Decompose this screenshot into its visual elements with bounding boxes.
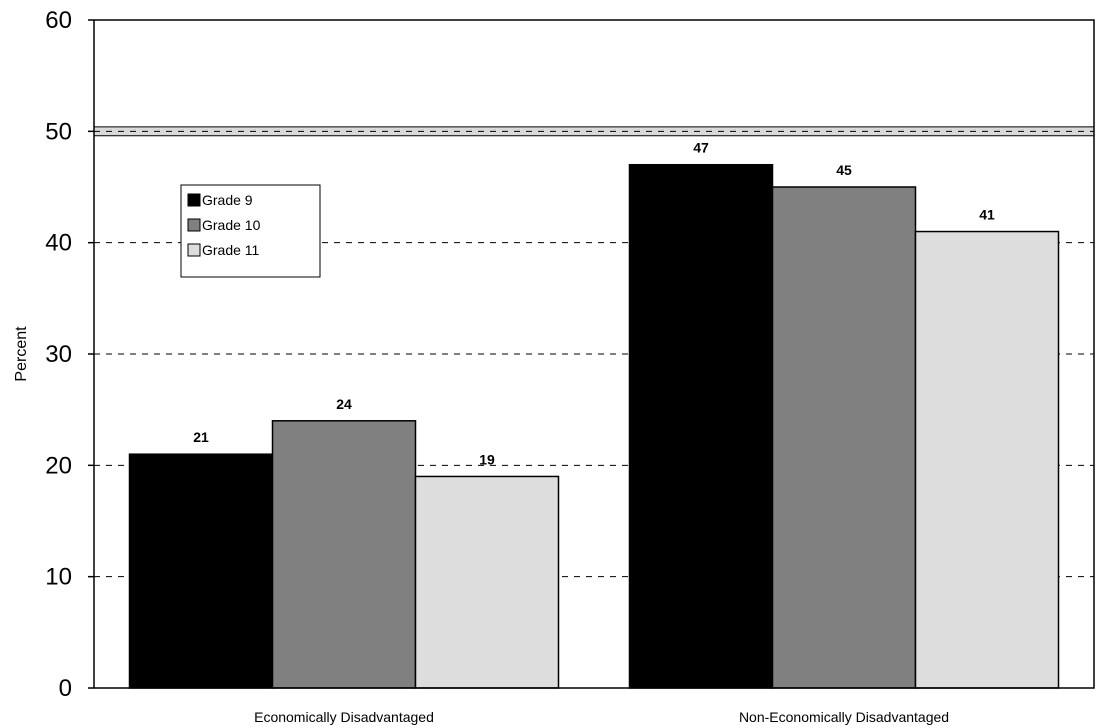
bar-0-0 bbox=[128, 453, 274, 689]
bar-1-0 bbox=[628, 163, 774, 689]
y-tick-label-30: 30 bbox=[45, 341, 72, 368]
y-tick-label-40: 40 bbox=[45, 230, 72, 257]
data-labels: 21 24 19 47 45 41 bbox=[193, 140, 995, 468]
y-axis-ticks: 0 10 20 30 40 50 60 bbox=[45, 7, 94, 702]
legend-swatch-0 bbox=[187, 193, 201, 207]
data-label-0-2: 19 bbox=[479, 451, 495, 467]
data-label-1-0: 47 bbox=[693, 140, 709, 156]
y-axis-title: Percent bbox=[13, 326, 30, 382]
bars bbox=[128, 163, 1060, 689]
bar-1-1 bbox=[771, 186, 917, 689]
legend-swatch-2 bbox=[187, 243, 201, 257]
y-tick-label-20: 20 bbox=[45, 452, 72, 479]
bar-1-2 bbox=[914, 230, 1060, 689]
category-label-1: Non-Economically Disadvantaged bbox=[739, 709, 949, 725]
data-label-1-2: 41 bbox=[979, 207, 995, 223]
legend: Grade 9 Grade 10 Grade 11 bbox=[180, 184, 321, 278]
reference-band bbox=[94, 126, 1094, 137]
data-label-0-0: 21 bbox=[193, 429, 209, 445]
y-tick-label-60: 60 bbox=[45, 7, 72, 34]
reference-band-fill bbox=[94, 126, 1094, 136]
data-label-0-1: 24 bbox=[336, 396, 352, 412]
category-label-0: Economically Disadvantaged bbox=[254, 709, 434, 725]
legend-label-2: Grade 11 bbox=[202, 242, 260, 258]
x-axis-categories: Economically Disadvantaged Non-Economical… bbox=[254, 709, 949, 725]
legend-label-0: Grade 9 bbox=[202, 192, 253, 208]
bar-0-1 bbox=[271, 420, 417, 689]
y-tick-label-10: 10 bbox=[45, 564, 72, 591]
legend-box bbox=[180, 184, 321, 278]
y-tick-label-0: 0 bbox=[59, 675, 72, 702]
legend-label-1: Grade 10 bbox=[202, 217, 261, 233]
y-tick-label-50: 50 bbox=[45, 118, 72, 145]
data-label-1-1: 45 bbox=[836, 162, 852, 178]
legend-swatch-1 bbox=[187, 218, 201, 232]
bar-0-2 bbox=[414, 475, 560, 689]
